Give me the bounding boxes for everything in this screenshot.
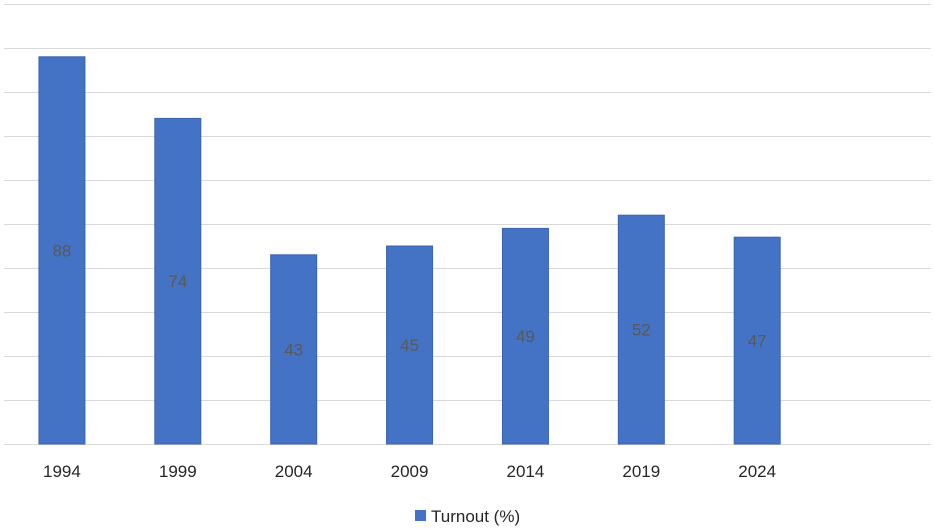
bar-data-label: 74 [168, 272, 187, 291]
bar-data-label: 47 [748, 332, 767, 351]
bar-2004 [270, 254, 318, 445]
bar-labels: 88 74 43 45 49 52 47 [52, 241, 766, 359]
bar-1999 [154, 117, 202, 445]
bars [38, 56, 781, 445]
x-tick-label: 1994 [43, 462, 81, 481]
legend-swatch [415, 510, 426, 521]
bar-1994 [38, 56, 86, 445]
x-axis-ticks: 1994 1999 2004 2009 2014 2019 2024 [43, 462, 776, 481]
gridlines [4, 4, 931, 445]
x-tick-label: 2024 [738, 462, 776, 481]
bar-data-label: 88 [52, 241, 71, 260]
legend: Turnout (%) [415, 507, 520, 526]
x-tick-label: 2009 [391, 462, 429, 481]
bar-2024 [733, 236, 781, 445]
x-tick-label: 2004 [275, 462, 313, 481]
x-tick-label: 1999 [159, 462, 197, 481]
bar-2014 [501, 227, 549, 445]
bar-2019 [617, 214, 665, 445]
bar-data-label: 45 [400, 336, 419, 355]
bar-data-label: 52 [632, 321, 651, 340]
x-tick-label: 2014 [507, 462, 545, 481]
x-tick-label: 2019 [622, 462, 660, 481]
legend-label: Turnout (%) [431, 507, 520, 526]
bar-data-label: 49 [516, 327, 535, 346]
bar-2009 [386, 245, 434, 445]
bar-data-label: 43 [284, 340, 303, 359]
